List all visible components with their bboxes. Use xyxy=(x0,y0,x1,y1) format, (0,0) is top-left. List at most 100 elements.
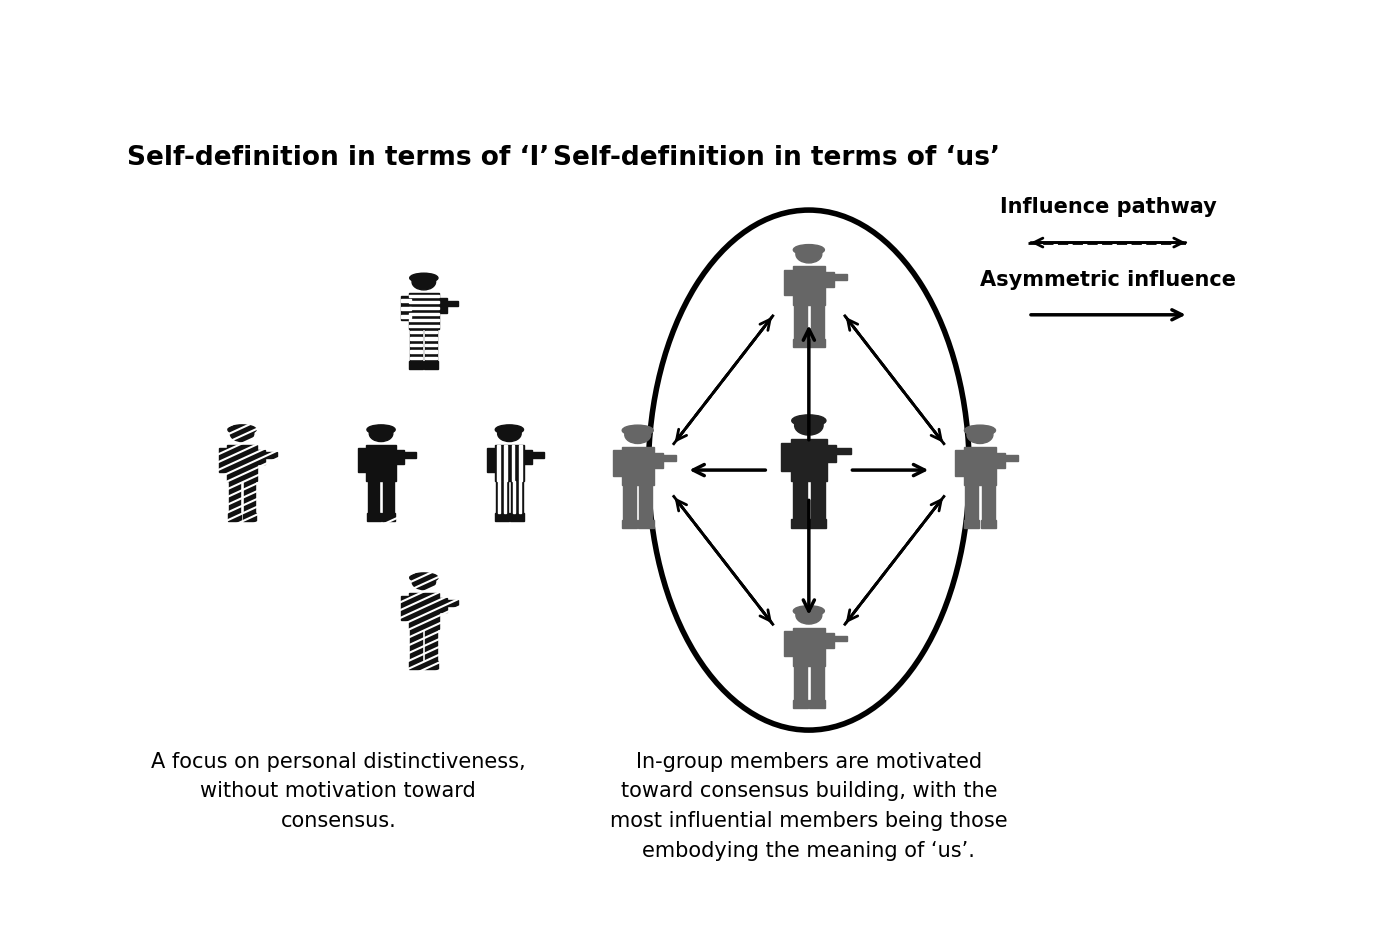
Circle shape xyxy=(795,416,822,435)
Bar xyxy=(811,481,825,519)
Bar xyxy=(995,452,1005,468)
Bar xyxy=(519,480,520,513)
Bar xyxy=(810,340,825,347)
Circle shape xyxy=(413,274,436,290)
Bar xyxy=(793,666,807,701)
Bar xyxy=(792,481,807,519)
Ellipse shape xyxy=(367,425,395,434)
Bar xyxy=(402,315,411,318)
Bar xyxy=(793,701,809,708)
Bar xyxy=(402,299,411,302)
Bar xyxy=(425,628,437,661)
Bar xyxy=(622,520,638,528)
Bar xyxy=(639,520,654,528)
Bar xyxy=(526,452,544,458)
Bar xyxy=(228,445,257,480)
Bar xyxy=(408,593,439,628)
Bar xyxy=(494,445,524,480)
Bar xyxy=(437,298,447,312)
Bar xyxy=(639,485,653,520)
Bar xyxy=(410,361,424,369)
Bar xyxy=(793,340,809,347)
Bar xyxy=(791,519,809,528)
Bar xyxy=(425,361,439,369)
Bar xyxy=(395,450,404,464)
Bar xyxy=(408,313,439,315)
Bar xyxy=(825,445,836,461)
Bar xyxy=(513,480,515,513)
Bar xyxy=(810,701,825,708)
Bar xyxy=(810,519,827,528)
Bar xyxy=(793,305,807,340)
Circle shape xyxy=(498,426,522,442)
Ellipse shape xyxy=(965,425,995,435)
Bar xyxy=(495,480,508,513)
Bar xyxy=(810,305,824,340)
Bar xyxy=(810,666,824,701)
Ellipse shape xyxy=(622,425,653,435)
Circle shape xyxy=(796,607,822,624)
Ellipse shape xyxy=(410,273,437,282)
Bar xyxy=(622,485,636,520)
Bar xyxy=(367,480,380,513)
Bar xyxy=(505,445,506,480)
Bar xyxy=(410,331,422,333)
Bar xyxy=(408,319,439,321)
Bar xyxy=(437,598,447,613)
Bar xyxy=(425,338,437,340)
Ellipse shape xyxy=(410,573,437,582)
Bar xyxy=(981,520,996,528)
Bar xyxy=(382,480,395,513)
Bar xyxy=(791,439,827,481)
Bar xyxy=(512,445,515,480)
Bar xyxy=(824,272,834,287)
Bar xyxy=(229,480,240,513)
Bar xyxy=(784,631,795,657)
Bar xyxy=(410,329,422,361)
Bar xyxy=(397,452,415,458)
Bar xyxy=(792,266,825,305)
Bar xyxy=(243,513,257,521)
Bar xyxy=(258,452,276,458)
Bar xyxy=(425,357,437,359)
Bar xyxy=(410,351,422,353)
Bar xyxy=(495,513,509,521)
Bar xyxy=(621,447,654,485)
Bar xyxy=(998,455,1018,461)
Bar xyxy=(827,636,847,642)
Ellipse shape xyxy=(793,606,824,616)
Bar xyxy=(498,480,500,513)
Text: Influence pathway: Influence pathway xyxy=(1000,197,1217,218)
Bar xyxy=(784,270,795,295)
Bar xyxy=(523,450,533,464)
Bar xyxy=(504,480,506,513)
Bar xyxy=(402,597,411,620)
Bar xyxy=(425,331,437,333)
Bar xyxy=(366,445,396,480)
Bar xyxy=(410,628,422,661)
Bar xyxy=(511,513,524,521)
Bar xyxy=(440,600,458,606)
Circle shape xyxy=(230,426,254,442)
Bar xyxy=(981,485,995,520)
Bar xyxy=(228,513,242,521)
Bar xyxy=(487,448,497,472)
Bar xyxy=(656,455,676,461)
Ellipse shape xyxy=(228,425,257,434)
Bar xyxy=(425,329,437,361)
Bar xyxy=(781,443,793,471)
Bar xyxy=(965,485,978,520)
Bar xyxy=(613,450,624,476)
Circle shape xyxy=(796,246,822,263)
Bar xyxy=(402,307,411,310)
Bar xyxy=(497,445,500,480)
Bar xyxy=(410,661,424,669)
Bar xyxy=(653,452,662,468)
Bar xyxy=(408,295,439,297)
Bar xyxy=(359,448,368,472)
Text: A focus on personal distinctiveness,
without motivation toward
consensus.: A focus on personal distinctiveness, wit… xyxy=(150,751,526,831)
Bar xyxy=(410,357,422,359)
Text: Self-definition in terms of ‘us’: Self-definition in terms of ‘us’ xyxy=(553,145,1000,171)
Bar xyxy=(408,325,439,327)
Bar xyxy=(244,480,255,513)
